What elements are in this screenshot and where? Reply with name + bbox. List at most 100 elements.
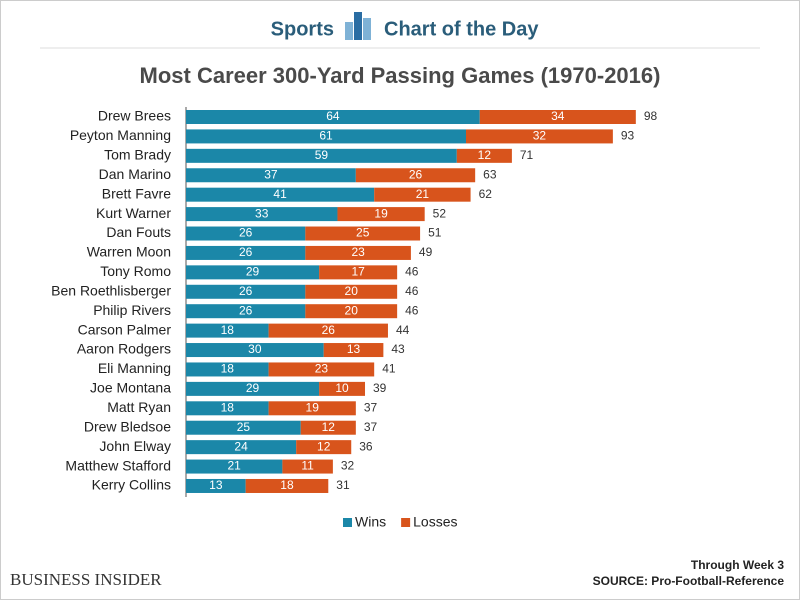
value-label: 29 [246, 265, 260, 279]
value-label: 26 [239, 284, 253, 298]
value-label: 20 [345, 303, 359, 317]
value-label: 64 [326, 109, 340, 123]
category-label: Kerry Collins [92, 477, 171, 493]
section: Sports [271, 18, 334, 40]
bar-segment [465, 129, 613, 144]
total-label: 62 [479, 187, 493, 201]
value-label: 59 [315, 148, 329, 162]
bar-segment [186, 148, 457, 163]
value-label: 37 [264, 167, 278, 181]
bar-segment [456, 148, 512, 163]
bar-segment [186, 265, 320, 280]
value-label: 24 [234, 439, 248, 453]
value-label: 17 [351, 265, 365, 279]
category-label: Drew Bledsoe [84, 418, 171, 434]
bar-segment [305, 284, 398, 299]
legend-swatch [401, 518, 411, 527]
bar-segment [186, 187, 375, 202]
bar-segment [268, 323, 388, 338]
category-label: Dan Marino [99, 166, 172, 182]
bar-segment [186, 207, 338, 222]
bar-segment [186, 323, 269, 338]
legend-label: Wins [355, 514, 386, 530]
bar-segment [186, 284, 306, 299]
bar-segment [186, 129, 466, 144]
bar-segment [300, 420, 356, 435]
value-label: 26 [239, 245, 253, 259]
total-label: 46 [405, 284, 419, 298]
bar-segment [282, 459, 333, 474]
bar-segment [268, 401, 356, 416]
bar-segment [319, 265, 398, 280]
value-label: 18 [280, 478, 294, 492]
value-label: 19 [374, 206, 388, 220]
bar-segment [186, 343, 324, 358]
value-label: 29 [246, 381, 260, 395]
category-label: Philip Rivers [93, 302, 171, 318]
series-title: Chart of the Day [384, 18, 539, 40]
value-label: 18 [221, 400, 235, 414]
total-label: 51 [428, 226, 442, 240]
value-label: 26 [409, 167, 423, 181]
value-label: 18 [221, 323, 235, 337]
bar-segment [186, 226, 306, 241]
category-label: Peyton Manning [70, 127, 171, 143]
value-label: 26 [322, 323, 336, 337]
source: SOURCE: Pro-Football-Reference [593, 574, 785, 588]
value-label: 34 [551, 109, 565, 123]
total-label: 37 [364, 400, 378, 414]
value-label: 21 [228, 459, 242, 473]
bar-segment [319, 381, 366, 396]
bar-segment [186, 420, 301, 435]
logo-icon [345, 12, 371, 40]
total-label: 52 [433, 206, 447, 220]
bar-segment [186, 459, 283, 474]
value-label: 41 [273, 187, 287, 201]
value-label: 10 [335, 381, 349, 395]
bar-segment [186, 362, 269, 377]
value-label: 12 [322, 420, 336, 434]
category-label: Tony Romo [100, 263, 171, 279]
chart-title: Most Career 300-Yard Passing Games (1970… [140, 63, 661, 88]
bar-segment [479, 110, 636, 124]
category-label: Tom Brady [104, 147, 171, 163]
bar-segment [186, 168, 356, 183]
legend-swatch [343, 518, 352, 527]
value-label: 33 [255, 206, 269, 220]
value-label: 25 [356, 226, 370, 240]
bar-segment [268, 362, 375, 377]
bar-segment [355, 168, 476, 183]
value-label: 25 [237, 420, 251, 434]
bar-segment [305, 245, 411, 260]
bar-segment [186, 478, 246, 493]
bar-segment [296, 440, 352, 455]
total-label: 31 [336, 478, 350, 492]
bar-segment [323, 343, 384, 358]
total-label: 41 [382, 362, 396, 376]
total-label: 46 [405, 303, 419, 317]
bar-segment [374, 187, 471, 202]
bar-segment [245, 478, 329, 493]
value-label: 11 [301, 459, 314, 473]
bar-segment [186, 304, 306, 319]
total-label: 43 [391, 342, 405, 356]
total-label: 37 [364, 420, 378, 434]
value-label: 13 [209, 478, 223, 492]
value-label: 30 [248, 342, 262, 356]
category-label: Dan Fouts [106, 224, 171, 240]
bar-segment [305, 226, 421, 241]
value-label: 32 [533, 129, 547, 143]
total-label: 71 [520, 148, 534, 162]
category-label: Carson Palmer [78, 321, 172, 337]
total-label: 32 [341, 459, 355, 473]
category-label: Ben Roethlisberger [51, 282, 171, 298]
legend-label: Losses [413, 514, 457, 530]
total-label: 39 [373, 381, 387, 395]
bar-segment [337, 207, 425, 222]
category-label: Kurt Warner [96, 205, 171, 221]
total-label: 44 [396, 323, 410, 337]
value-label: 26 [239, 226, 253, 240]
bar-segment [186, 110, 480, 124]
